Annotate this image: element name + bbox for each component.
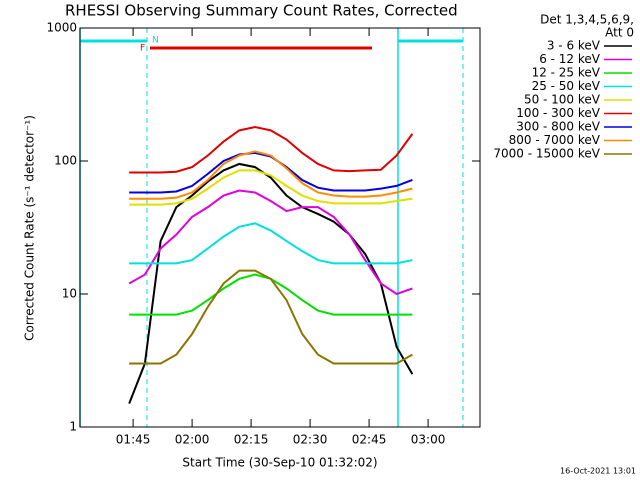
legend-label: 7000 - 15000 keV (493, 147, 600, 161)
x-axis-label: Start Time (30-Sep-10 01:32:02) (182, 456, 377, 470)
x-tick-label: 02:15 (234, 433, 269, 447)
legend-label: 800 - 7000 keV (509, 133, 601, 147)
series-line (129, 150, 413, 200)
plot-frame (79, 27, 481, 428)
legend-title: Att 0 (605, 26, 634, 40)
footer: 16-Oct-2021 13:01 (560, 467, 636, 476)
x-tick-label: 02:45 (352, 433, 387, 447)
series-line (128, 162, 414, 404)
legend-label: 12 - 25 keV (532, 66, 601, 80)
legend-label: 300 - 800 keV (516, 120, 600, 134)
annotation: F (140, 44, 145, 54)
series-line (129, 222, 413, 265)
y-tick-label: 1 (69, 420, 77, 434)
legend-label: 50 - 100 keV (524, 93, 601, 107)
x-tick-label: 02:30 (293, 433, 328, 447)
y-tick-label: 1000 (46, 21, 77, 35)
x-tick-label: 01:45 (116, 433, 151, 447)
y-tick-label: 100 (54, 154, 77, 168)
legend-title: Det 1,3,4,5,6,9, (540, 13, 634, 27)
legend-label: 100 - 300 keV (516, 106, 600, 120)
legend-label: 6 - 12 keV (539, 52, 601, 66)
x-tick-label: 02:00 (175, 433, 210, 447)
legend-label: 25 - 50 keV (532, 79, 601, 93)
series-line (129, 269, 413, 365)
legend-label: 3 - 6 keV (547, 39, 601, 53)
x-tick-label: 03:00 (411, 433, 446, 447)
chart-title: RHESSI Observing Summary Count Rates, Co… (65, 2, 458, 20)
series-line (128, 189, 413, 296)
y-tick-label: 10 (62, 287, 77, 301)
y-axis-label: Corrected Count Rate (s⁻¹ detector⁻¹) (23, 115, 37, 341)
series-line (129, 126, 414, 174)
annotation: N (152, 36, 159, 46)
series-line (129, 169, 413, 206)
